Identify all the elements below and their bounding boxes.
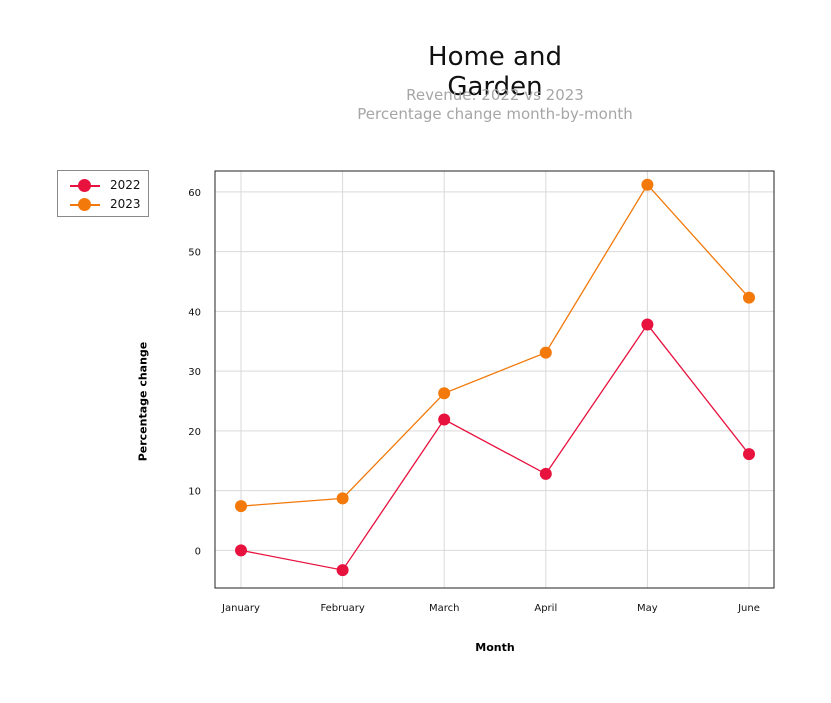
subtitle-line-2: Percentage change month-by-month <box>357 105 633 123</box>
legend-label-2022: 2022 <box>110 178 141 192</box>
y-axis-label: Percentage change <box>136 341 150 462</box>
data-point-2023-february <box>336 492 349 505</box>
y-tick-label-40: 40 <box>188 307 201 318</box>
data-point-2023-may <box>641 178 654 191</box>
legend-marker-2023 <box>78 198 91 211</box>
data-point-2022-june <box>743 448 755 461</box>
y-tick-label-0: 0 <box>195 546 201 557</box>
data-point-2023-june <box>743 291 755 304</box>
data-point-2022-february <box>336 564 349 577</box>
series-line-2023 <box>240 183 750 507</box>
legend: 2022 2023 <box>57 170 149 217</box>
data-point-2022-january <box>235 544 247 557</box>
chart-title: Home and Garden <box>428 42 562 102</box>
data-point-2023-january <box>235 500 247 513</box>
x-tick-label-february: February <box>320 603 364 614</box>
data-point-2022-may <box>641 318 654 331</box>
data-point-2023-april <box>539 346 552 359</box>
legend-marker-2022 <box>78 179 91 192</box>
y-tick-label-50: 50 <box>188 248 201 259</box>
subtitle-line-1: Revenue: 2022 vs 2023 <box>406 86 584 104</box>
chart-subtitle: Revenue: 2022 vs 2023 Percentage change … <box>300 86 690 124</box>
x-tick-label-january: January <box>221 603 260 614</box>
y-tick-label-10: 10 <box>188 487 201 498</box>
x-axis-label: Month <box>475 641 515 654</box>
y-tick-label-60: 60 <box>188 188 201 199</box>
legend-label-2023: 2023 <box>110 197 141 211</box>
x-tick-label-may: May <box>637 603 658 614</box>
data-point-2023-march <box>438 387 451 400</box>
legend-item-2022[interactable]: 2022 <box>58 177 150 195</box>
series-line-2022 <box>240 323 750 571</box>
y-tick-label-30: 30 <box>188 367 201 378</box>
data-point-2022-march <box>438 413 451 426</box>
plot-frame <box>214 170 775 589</box>
y-tick-label-20: 20 <box>188 427 201 438</box>
x-tick-label-june: June <box>737 603 760 614</box>
data-point-2022-april <box>539 467 552 480</box>
legend-item-2023[interactable]: 2023 <box>58 196 150 214</box>
x-tick-label-april: April <box>534 603 557 614</box>
x-tick-label-march: March <box>429 603 459 614</box>
